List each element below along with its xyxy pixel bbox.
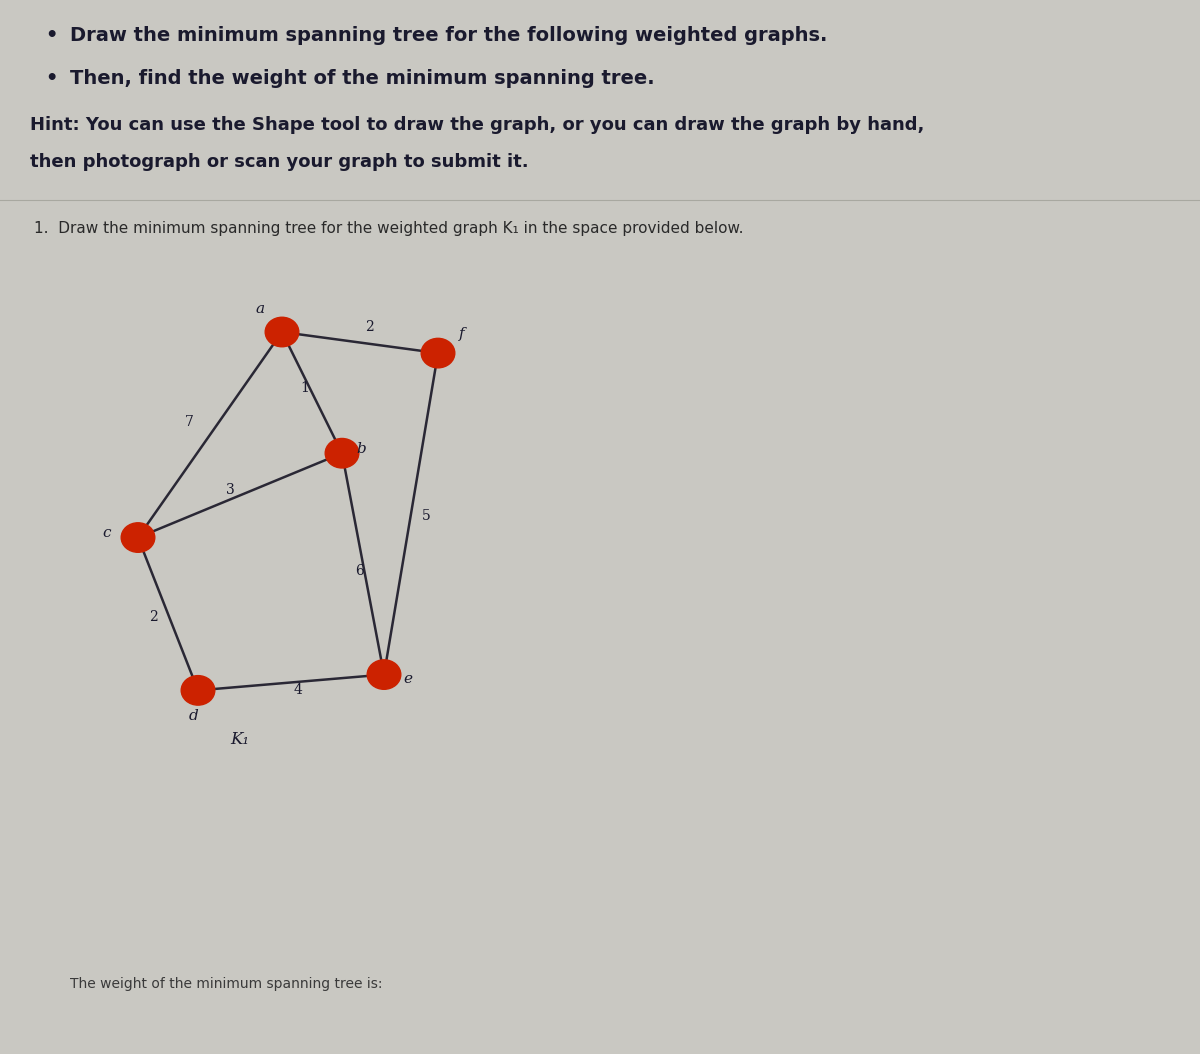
Text: f: f: [460, 327, 464, 341]
Circle shape: [121, 523, 155, 552]
Text: 5: 5: [421, 509, 431, 524]
Text: 6: 6: [355, 564, 365, 579]
Text: K₁: K₁: [230, 731, 250, 748]
Text: The weight of the minimum spanning tree is:: The weight of the minimum spanning tree …: [70, 977, 382, 991]
Text: 2: 2: [149, 609, 158, 624]
Text: Hint: You can use the Shape tool to draw the graph, or you can draw the graph by: Hint: You can use the Shape tool to draw…: [30, 116, 924, 134]
Circle shape: [181, 676, 215, 705]
Text: c: c: [102, 526, 112, 541]
Text: Then, find the weight of the minimum spanning tree.: Then, find the weight of the minimum spa…: [70, 69, 654, 87]
Circle shape: [367, 660, 401, 689]
Text: Draw the minimum spanning tree for the following weighted graphs.: Draw the minimum spanning tree for the f…: [70, 26, 827, 45]
Text: 1: 1: [300, 380, 310, 395]
Text: e: e: [403, 671, 413, 686]
Text: then photograph or scan your graph to submit it.: then photograph or scan your graph to su…: [30, 153, 529, 171]
Text: 1.  Draw the minimum spanning tree for the weighted graph K₁ in the space provid: 1. Draw the minimum spanning tree for th…: [34, 221, 743, 236]
Circle shape: [325, 438, 359, 468]
Text: 4: 4: [293, 683, 302, 698]
Text: 3: 3: [226, 483, 235, 497]
Circle shape: [421, 338, 455, 368]
Circle shape: [265, 317, 299, 347]
Text: •: •: [46, 69, 58, 87]
Text: d: d: [188, 708, 198, 723]
Text: •: •: [46, 26, 58, 45]
Text: 7: 7: [185, 414, 194, 429]
Text: a: a: [256, 301, 265, 316]
Text: b: b: [356, 442, 366, 456]
Text: 2: 2: [365, 319, 374, 334]
